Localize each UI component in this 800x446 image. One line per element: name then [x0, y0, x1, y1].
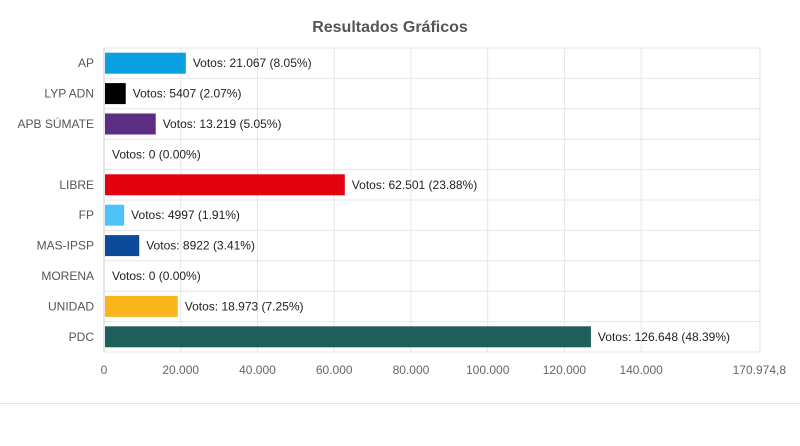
- data-label: Votos: 21.067 (8.05%): [193, 56, 312, 70]
- x-tick-label: 0: [101, 363, 108, 377]
- bar[interactable]: [105, 113, 156, 135]
- bottom-panel: [0, 403, 800, 446]
- category-label: FP: [79, 208, 94, 222]
- category-labels: AP LYP ADN APB SÚMATE LIBRE FP MAS-IPSP MORENA…: [18, 56, 95, 344]
- bar[interactable]: [105, 235, 140, 257]
- category-label: LIBRE: [59, 178, 94, 192]
- category-label: MORENA: [41, 269, 94, 283]
- bar[interactable]: [105, 326, 591, 348]
- category-label: LYP ADN: [44, 87, 94, 101]
- category-label: AP: [78, 56, 94, 70]
- data-labels: Votos: 21.067 (8.05%) Votos: 5407 (2.07%)…: [112, 56, 730, 344]
- x-tick-label: 60.000: [316, 363, 353, 377]
- bar[interactable]: [105, 204, 125, 226]
- data-label: Votos: 0 (0.00%): [112, 147, 201, 161]
- x-tick-label: 80.000: [393, 363, 430, 377]
- bar[interactable]: [105, 295, 178, 317]
- category-label: MAS-IPSP: [37, 239, 94, 253]
- chart-title: Resultados Gráficos: [312, 19, 468, 36]
- data-label: Votos: 62.501 (23.88%): [352, 178, 477, 192]
- category-label: UNIDAD: [48, 299, 94, 313]
- category-label: PDC: [69, 330, 95, 344]
- data-label: Votos: 126.648 (48.39%): [598, 330, 730, 344]
- data-label: Votos: 18.973 (7.25%): [185, 299, 304, 313]
- data-label: Votos: 0 (0.00%): [112, 269, 201, 283]
- data-label: Votos: 8922 (3.41%): [146, 239, 255, 253]
- x-tick-label: 140.000: [619, 363, 663, 377]
- x-tick-label: 120.000: [543, 363, 587, 377]
- bar[interactable]: [105, 52, 186, 74]
- grid-lines: [103, 47, 761, 353]
- x-tick-label: 100.000: [466, 363, 510, 377]
- category-label: APB SÚMATE: [18, 116, 94, 131]
- data-label: Votos: 13.219 (5.05%): [163, 117, 282, 131]
- x-tick-label: 20.000: [162, 363, 199, 377]
- data-label: Votos: 4997 (1.91%): [131, 208, 240, 222]
- bar[interactable]: [105, 174, 345, 196]
- bars: [105, 52, 591, 348]
- data-label: Votos: 5407 (2.07%): [133, 87, 242, 101]
- x-axis-tick-labels: 0 20.000 40.000 60.000 80.000 100.000 120.000 1…: [101, 363, 787, 377]
- x-tick-label: 170.974,8: [733, 363, 787, 377]
- x-tick-label: 40.000: [239, 363, 276, 377]
- bar[interactable]: [105, 83, 126, 105]
